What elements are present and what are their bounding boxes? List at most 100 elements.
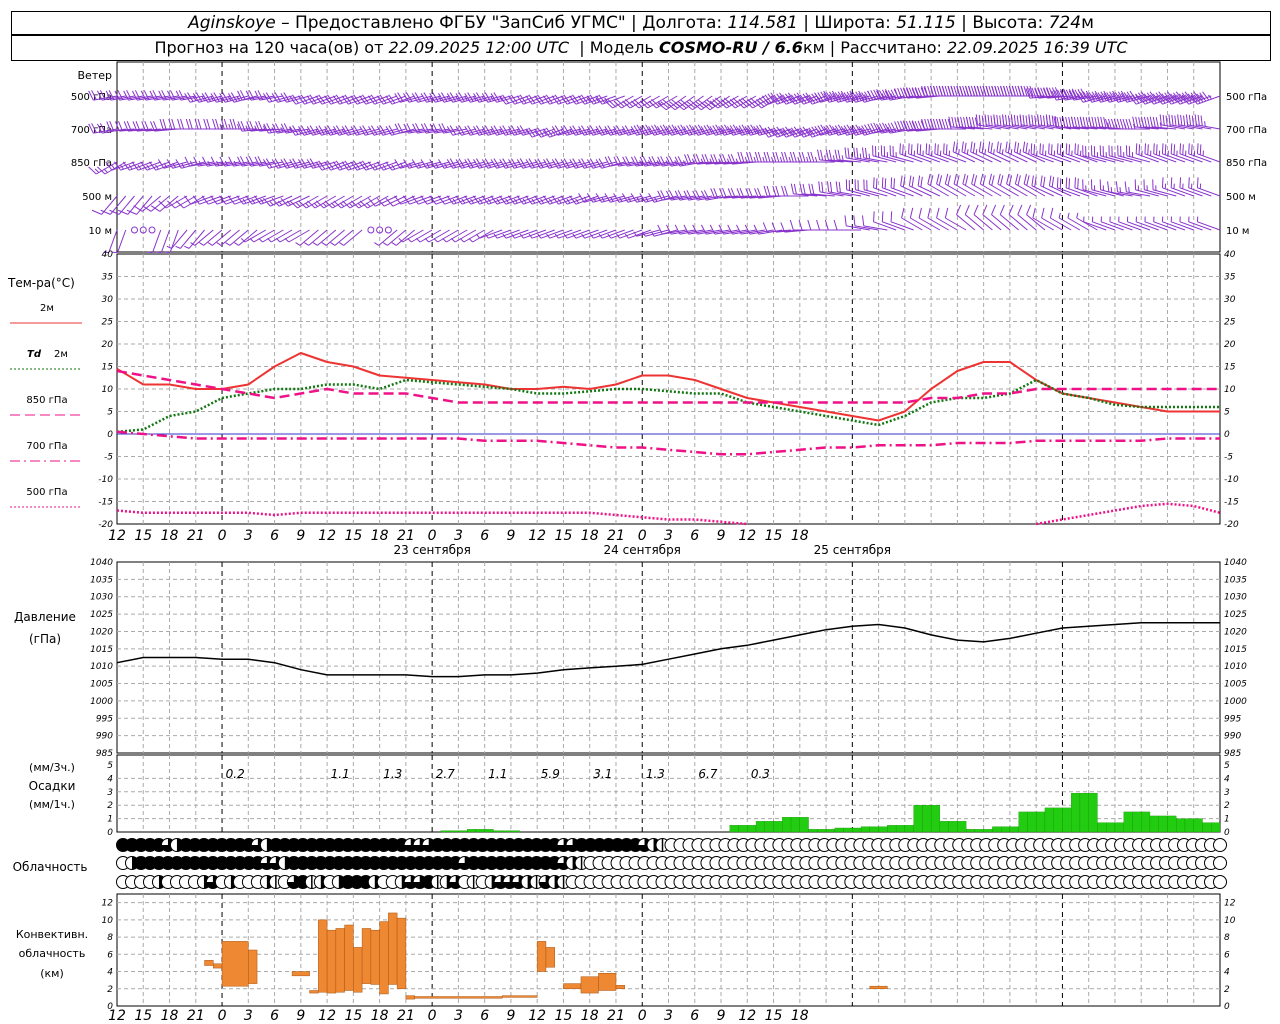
temp-ytick-left: 10 xyxy=(102,385,114,395)
precip-bar xyxy=(1079,792,1089,833)
wind-barb-feather xyxy=(122,161,130,171)
precip-bar xyxy=(1088,792,1098,833)
wind-barb-half-feather xyxy=(540,198,545,204)
wind-barb-feather xyxy=(781,185,786,197)
wind-barb xyxy=(837,191,862,197)
conv-ytick-left: 4 xyxy=(107,968,113,978)
wind-barb-feather xyxy=(175,200,185,209)
wind-barb-feather xyxy=(166,159,174,169)
wind-barb-feather xyxy=(897,120,902,132)
wind-barb-feather xyxy=(475,92,483,102)
wind-barb-feather xyxy=(971,173,975,185)
precip-bar xyxy=(1193,818,1203,833)
wind-barb-half-feather xyxy=(537,233,542,239)
wind-barb-half-feather xyxy=(1076,212,1079,219)
wind-barb xyxy=(627,195,652,203)
wind-barb-feather xyxy=(957,116,961,128)
wind-barb-feather xyxy=(997,85,1002,97)
wind-barb-feather xyxy=(464,159,471,169)
wind-level-label-right: 500 м xyxy=(1226,192,1256,203)
wind-barb xyxy=(873,187,897,197)
wind-barb-feather xyxy=(924,85,929,97)
wind-barb-feather xyxy=(924,118,929,130)
wind-barb-feather xyxy=(578,159,585,169)
precip-bar xyxy=(510,830,520,833)
wind-barb-feather xyxy=(1014,85,1019,97)
wind-barb-half-feather xyxy=(700,158,704,164)
wind-barb xyxy=(927,217,949,231)
wind-barb-feather xyxy=(893,178,895,189)
wind-barb-half-feather xyxy=(324,128,328,134)
wind-barb-feather xyxy=(736,100,745,109)
wind-barb xyxy=(321,128,345,136)
wind-barb-feather xyxy=(770,92,778,102)
wind-barb-feather xyxy=(1164,95,1172,105)
wind-barb-feather xyxy=(905,120,911,132)
wind-barb-feather xyxy=(976,85,981,97)
wind-barb-feather xyxy=(820,124,827,134)
wind-barb-feather xyxy=(1068,117,1072,128)
wind-barb-feather xyxy=(864,124,871,134)
wind-barb-half-feather xyxy=(1128,187,1130,193)
wind-barb xyxy=(601,195,625,203)
wind-barb-feather xyxy=(275,123,281,133)
wind-barb-feather xyxy=(855,124,862,134)
wind-barb xyxy=(973,214,993,231)
wind-barb-feather xyxy=(692,224,698,235)
wind-barb-feather xyxy=(245,195,253,205)
wind-barb-feather xyxy=(333,200,342,209)
wind-barb-feather xyxy=(631,100,640,109)
wind-barb-feather xyxy=(543,195,551,205)
wind-barb-feather xyxy=(828,149,832,161)
wind-barb-half-feather xyxy=(682,160,687,166)
wind-barb-feather xyxy=(149,90,156,101)
wind-barb-half-feather xyxy=(753,156,757,163)
wind-barb-feather xyxy=(1141,94,1149,104)
wind-barb xyxy=(890,221,914,231)
wind-barb xyxy=(312,128,336,136)
wind-barb-half-feather xyxy=(236,95,241,101)
wind-barb-feather xyxy=(449,92,457,102)
pressure-ytick-left: 995 xyxy=(96,714,113,724)
wind-barb xyxy=(426,95,450,103)
wind-barb-feather xyxy=(440,92,448,102)
wind-barb-feather xyxy=(215,118,220,130)
wind-barb xyxy=(1144,221,1168,231)
wind-barb-half-feather xyxy=(251,198,256,204)
wind-barb-feather xyxy=(1179,177,1182,188)
wind-barb-feather xyxy=(633,125,640,135)
wind-barb-feather xyxy=(385,161,393,171)
wind-barb xyxy=(558,195,582,205)
wind-barb-feather xyxy=(908,87,914,98)
wind-barb-feather xyxy=(446,93,454,103)
wind-barb xyxy=(1162,221,1186,231)
wind-barb-feather xyxy=(507,95,516,105)
wind-barb xyxy=(575,229,599,239)
wind-level-label-right: 500 гПа xyxy=(1226,92,1267,103)
wind-barb-feather xyxy=(167,200,176,209)
wind-barb-feather xyxy=(315,161,323,171)
wind-barb xyxy=(1057,153,1081,163)
wind-barb xyxy=(952,151,976,163)
wind-barb xyxy=(723,128,748,136)
wind-barb-feather xyxy=(843,125,850,135)
wind-barb-feather xyxy=(1016,115,1019,126)
wind-barb-feather xyxy=(1077,178,1079,189)
wind-barb-feather xyxy=(787,92,795,102)
wind-barb-half-feather xyxy=(254,125,258,131)
wind-barb-half-feather xyxy=(1019,149,1022,155)
wind-barb-feather xyxy=(359,200,368,209)
wind-barb-feather xyxy=(126,90,132,100)
wind-barb xyxy=(925,153,949,163)
wind-barb-feather xyxy=(954,117,958,128)
wind-barb xyxy=(428,229,450,243)
wind-barb xyxy=(890,155,914,163)
wind-barb-feather xyxy=(974,117,978,128)
precip-bar xyxy=(904,825,914,833)
wind-barb-feather xyxy=(1115,92,1122,102)
wind-barb xyxy=(417,95,442,103)
wind-barb xyxy=(378,229,398,246)
conv-bar xyxy=(379,921,389,995)
model-label: Модель xyxy=(589,38,654,57)
wind-barb-feather xyxy=(613,126,620,136)
